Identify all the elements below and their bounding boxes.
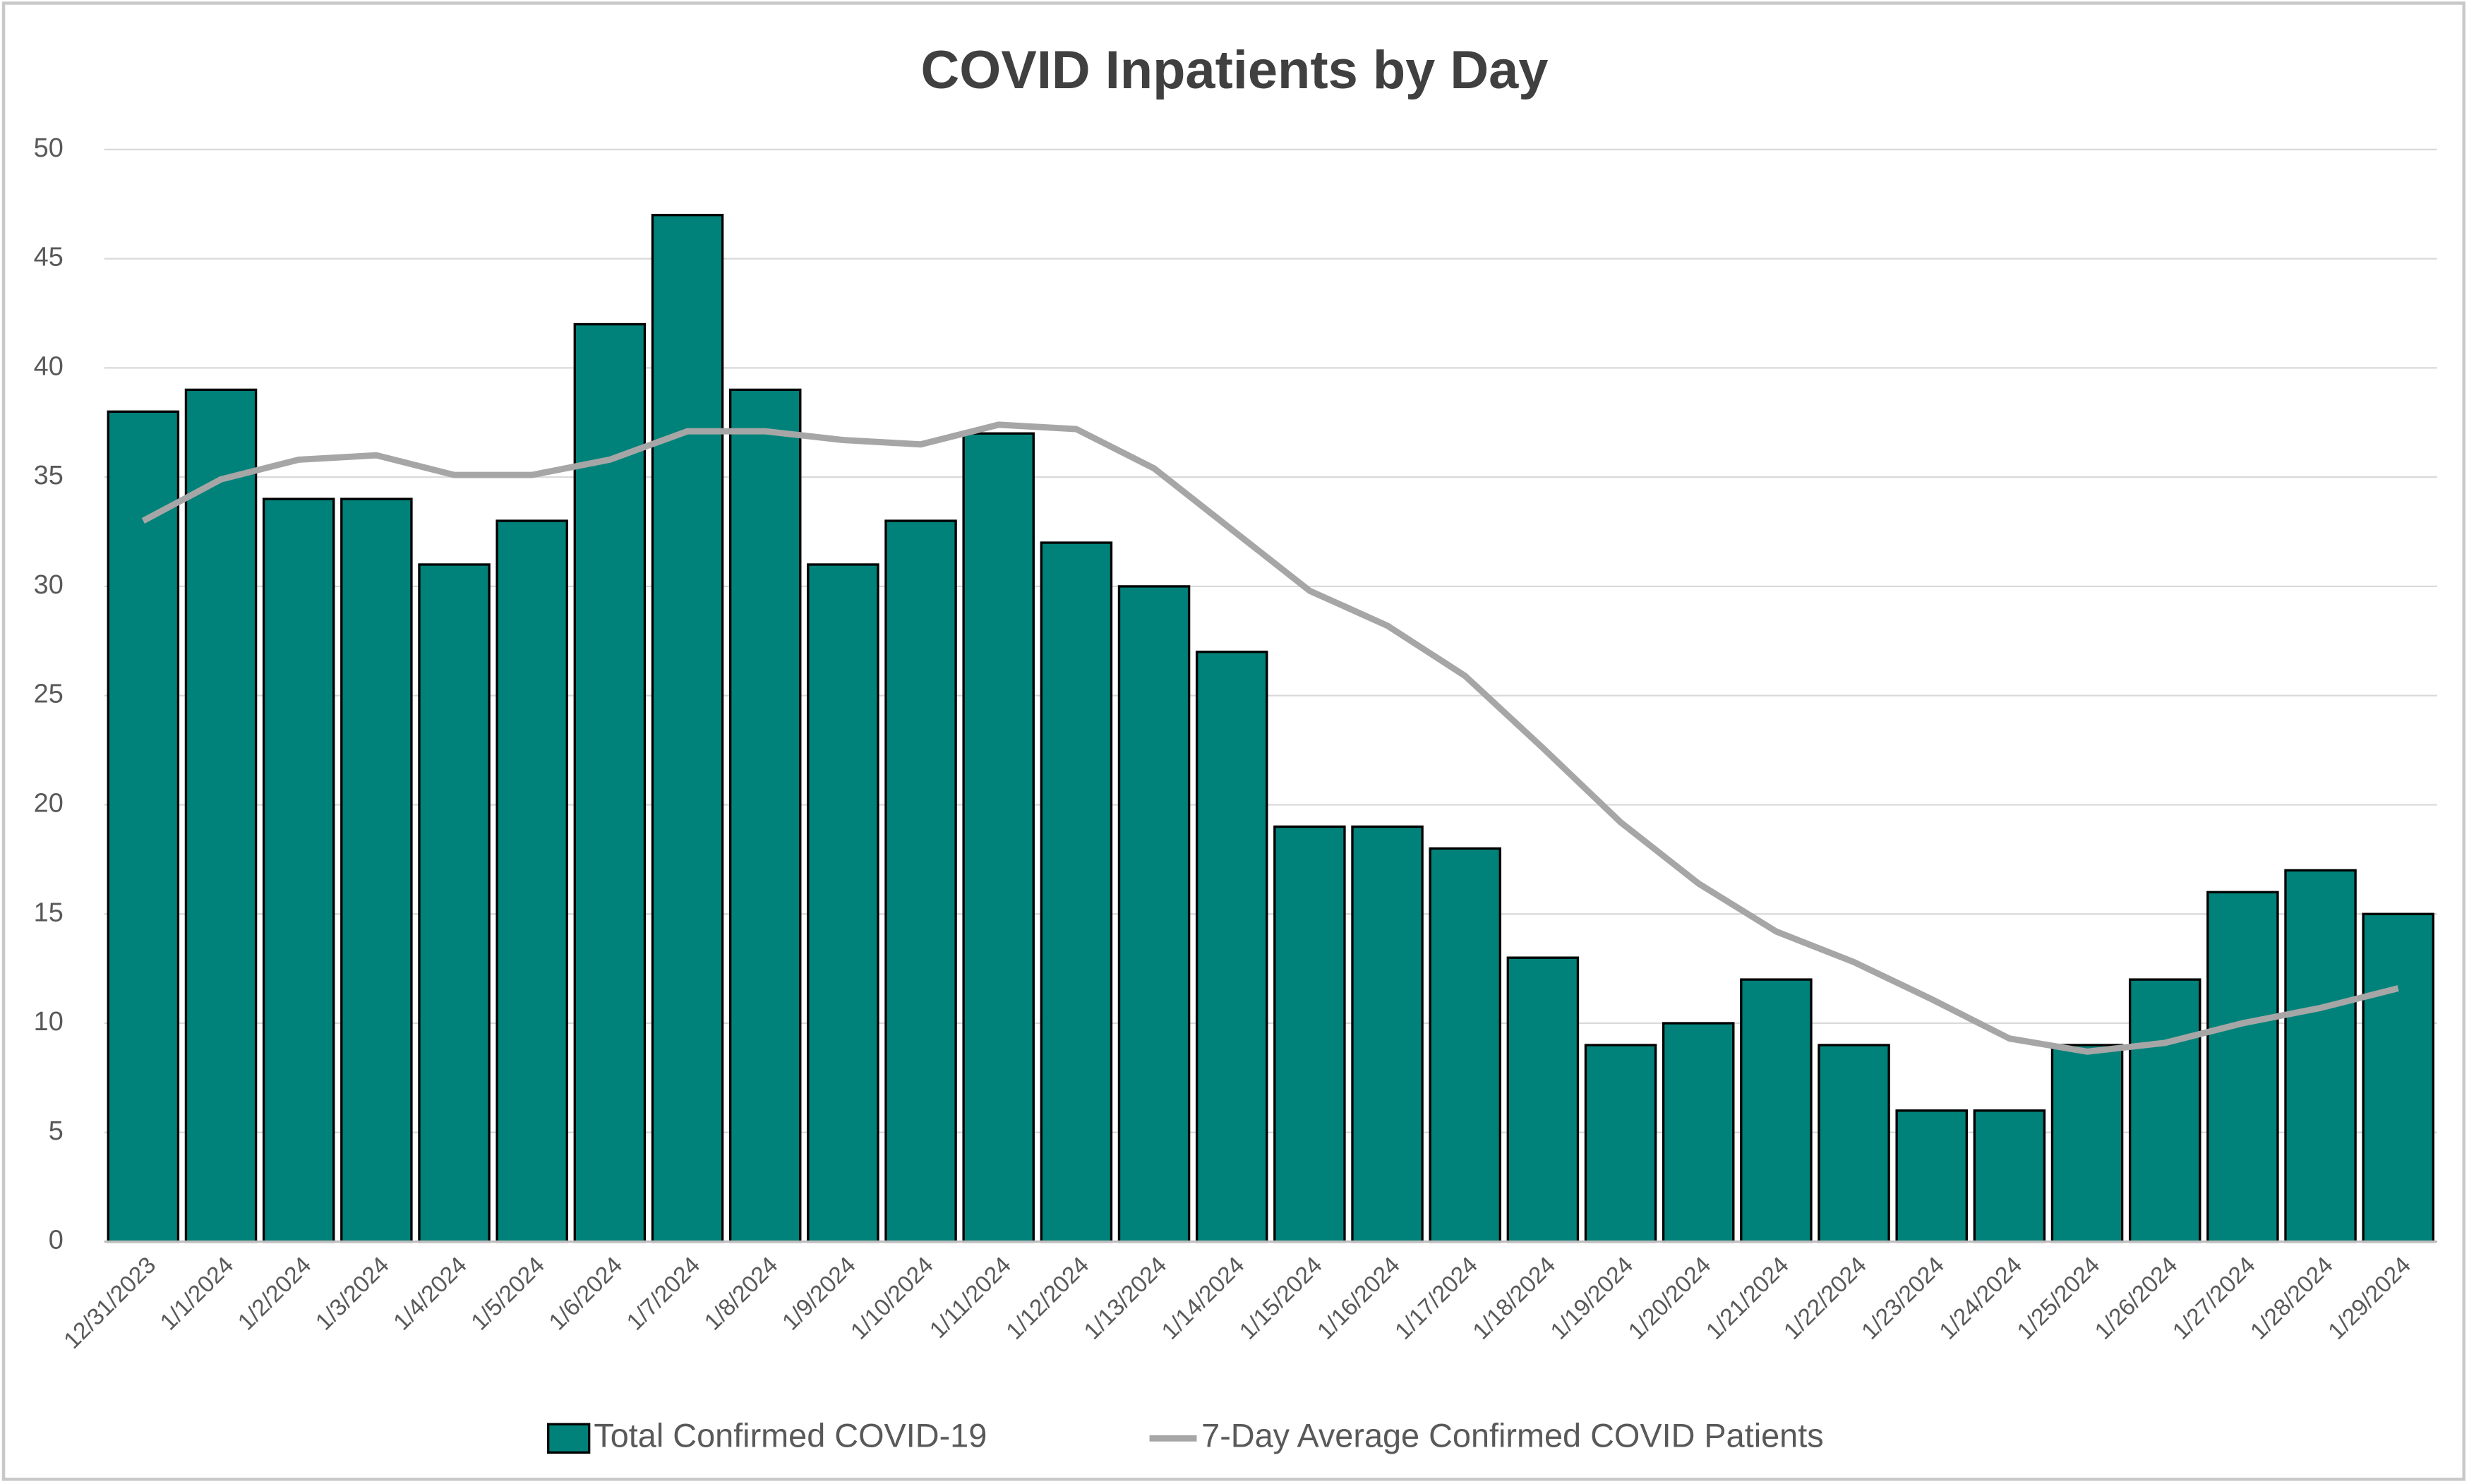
bar <box>340 497 413 1243</box>
y-tick-label: 30 <box>34 570 64 600</box>
bar <box>1895 1109 1968 1243</box>
bar <box>1818 1044 1890 1243</box>
bar <box>1662 1022 1735 1243</box>
bar <box>1584 1044 1657 1243</box>
y-tick-label: 0 <box>49 1226 64 1255</box>
legend-label: 7-Day Average Confirmed COVID Patients <box>1201 1418 1823 1454</box>
y-tick-label: 40 <box>34 351 64 381</box>
y-tick-label: 50 <box>34 133 64 163</box>
bar <box>1195 651 1268 1243</box>
bar <box>107 410 180 1243</box>
bar <box>573 322 647 1243</box>
y-tick-label: 35 <box>34 461 64 490</box>
bar <box>1273 825 1346 1243</box>
bar <box>495 519 568 1243</box>
bar <box>1351 825 1424 1243</box>
line <box>141 421 2399 1055</box>
bar <box>728 388 802 1243</box>
chart-title: COVID Inpatients by Day <box>921 40 1549 100</box>
y-tick-label: 45 <box>34 243 64 272</box>
y-tick-label: 15 <box>34 898 64 927</box>
bar <box>807 563 879 1243</box>
bar <box>884 519 957 1243</box>
bar <box>2128 978 2201 1243</box>
bar <box>1040 541 1113 1243</box>
bar <box>651 214 724 1243</box>
y-tick-label: 5 <box>49 1116 64 1146</box>
bar <box>2050 1044 2124 1243</box>
bar <box>262 497 335 1243</box>
legend-label: Total Confirmed COVID-19 <box>594 1418 987 1454</box>
bar <box>1429 847 1501 1243</box>
bar <box>1117 585 1191 1243</box>
bar <box>1973 1109 2046 1243</box>
legend-swatch <box>546 1423 591 1454</box>
y-tick-label: 25 <box>34 680 64 709</box>
bar <box>962 432 1035 1243</box>
bar <box>418 563 491 1243</box>
bar <box>2206 891 2279 1243</box>
y-tick-label: 20 <box>34 788 64 818</box>
bar <box>184 388 258 1243</box>
bar <box>2284 869 2357 1243</box>
bar <box>2362 912 2434 1243</box>
bar <box>1740 978 1813 1243</box>
bar <box>1506 956 1580 1243</box>
y-tick-label: 10 <box>34 1007 64 1037</box>
